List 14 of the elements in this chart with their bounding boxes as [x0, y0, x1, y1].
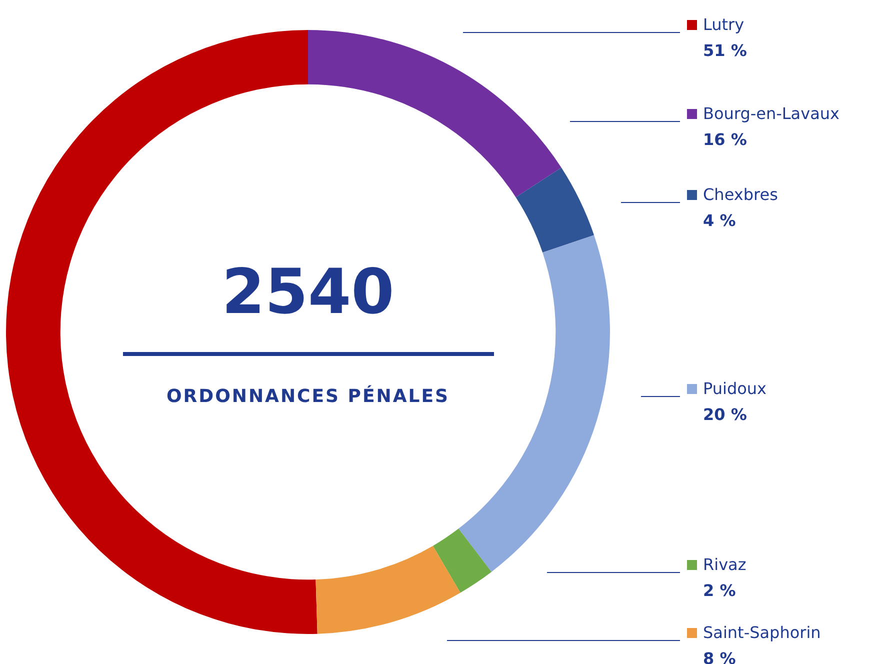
- legend-label: Saint-Saphorin: [703, 623, 821, 642]
- legend-label: Lutry: [703, 15, 744, 34]
- data-label: 51 %: [703, 40, 747, 62]
- data-label: 8 %: [703, 648, 737, 664]
- legend-label: Bourg-en-Lavaux: [703, 104, 840, 123]
- data-label: 2 %: [703, 580, 737, 602]
- data-label: 16 %: [703, 129, 748, 151]
- text: 2540: [220, 255, 396, 328]
- legend-label: Rivaz: [703, 555, 746, 574]
- legend-label: Chexbres: [703, 185, 778, 204]
- data-label: 20 %: [703, 404, 748, 426]
- text: ORDONNANCES PÉNALES: [166, 386, 450, 407]
- legend-label: Puidoux: [703, 379, 767, 398]
- data-label: 4 %: [703, 210, 737, 232]
